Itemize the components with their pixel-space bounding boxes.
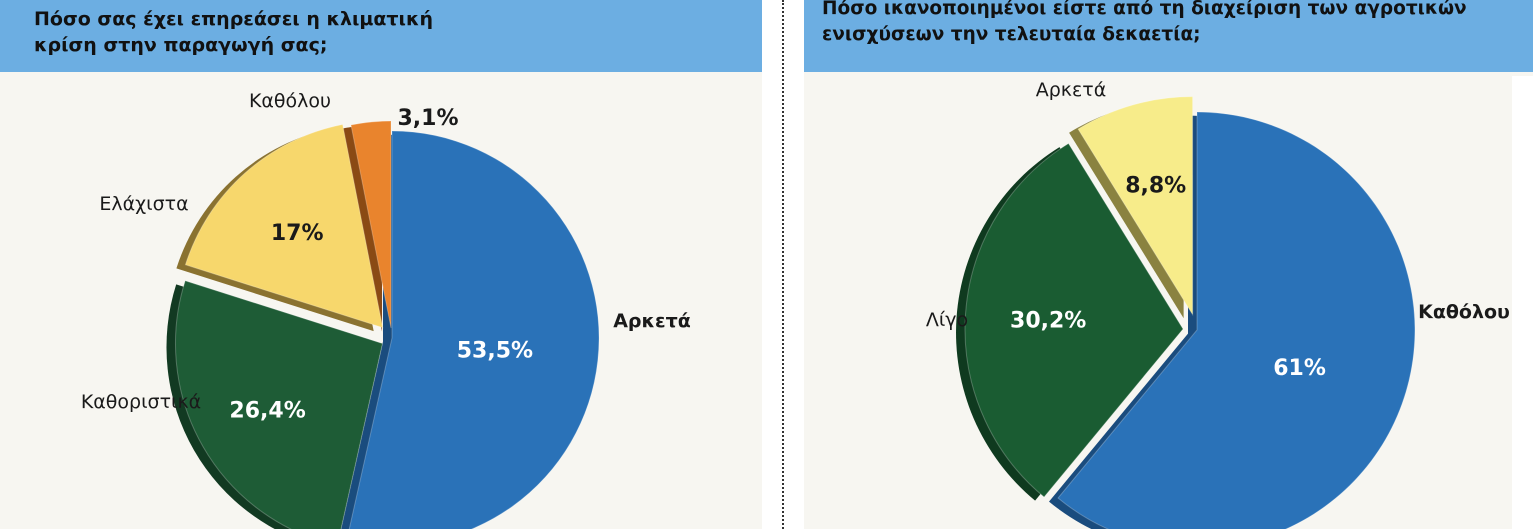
pie-slice-0-2 bbox=[184, 123, 384, 329]
chart-header-right: Πόσο ικανοποιημένοι είστε από τη διαχείρ… bbox=[804, 0, 1533, 72]
category-label-1-2: Αρκετά bbox=[1036, 79, 1107, 101]
chart-title-left: Πόσο σας έχει επηρεάσει η κλιματική κρίσ… bbox=[34, 8, 433, 56]
dotted-divider bbox=[782, 0, 784, 529]
chart-panel-left: Πόσο σας έχει επηρεάσει η κλιματική κρίσ… bbox=[0, 0, 762, 529]
category-label-1-1: Λίγο bbox=[926, 309, 968, 331]
pie-slice-0-1 bbox=[175, 280, 384, 529]
value-label-0-1: 26,4% bbox=[229, 399, 305, 424]
value-label-0-3: 3,1% bbox=[397, 106, 458, 131]
chart-title-right: Πόσο ικανοποιημένοι είστε από τη διαχείρ… bbox=[822, 0, 1467, 45]
category-label-0-0: Αρκετά bbox=[613, 310, 691, 332]
category-label-1-0: Καθόλου bbox=[1418, 301, 1510, 323]
value-label-0-0: 53,5% bbox=[457, 338, 533, 363]
category-label-0-1: Καθοριστικά bbox=[81, 391, 201, 413]
pie-chart-subsidies: 61% 30,2% 8,8% Καθόλου Λίγο Αρκετά bbox=[926, 79, 1510, 529]
page-edge bbox=[1512, 76, 1533, 529]
value-label-0-2: 17% bbox=[271, 221, 324, 246]
chart-header-left: Πόσο σας έχει επηρεάσει η κλιματική κρίσ… bbox=[0, 0, 762, 72]
pie-slice-0-3 bbox=[350, 120, 392, 329]
value-label-1-1: 30,2% bbox=[1010, 309, 1086, 334]
pie-slice-1-1 bbox=[964, 142, 1184, 498]
pie-chart-climate: 53,5% 26,4% 17% 3,1% Αρκετά Καθοριστικά Ελάχισ… bbox=[81, 90, 691, 529]
value-label-1-0: 61% bbox=[1273, 356, 1326, 381]
pie-slice-1-0 bbox=[1057, 111, 1416, 529]
pie-slice-0-0 bbox=[348, 130, 600, 529]
category-label-0-2: Ελάχιστα bbox=[99, 193, 188, 215]
value-label-1-2: 8,8% bbox=[1125, 174, 1186, 199]
category-label-0-3: Καθόλου bbox=[249, 90, 331, 112]
chart-panel-right: Πόσο ικανοποιημένοι είστε από τη διαχείρ… bbox=[804, 0, 1533, 529]
pie-slice-1-2 bbox=[1077, 96, 1194, 317]
